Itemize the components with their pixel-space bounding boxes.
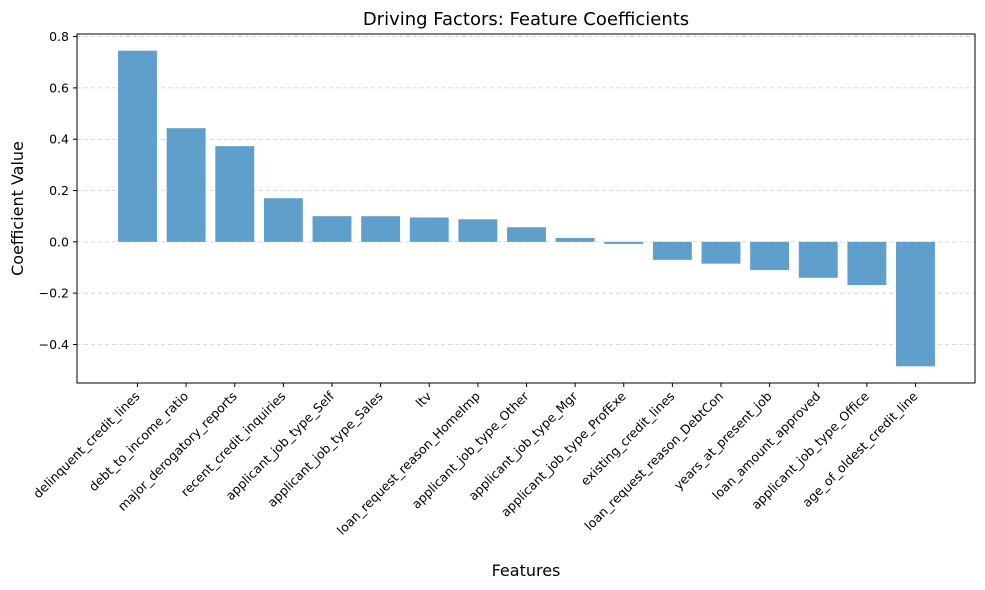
y-tick-label: 0.2 [49, 183, 69, 198]
bar-applicant_job_type_Mgr [555, 238, 595, 242]
bar-recent_credit_inquiries [263, 198, 303, 242]
x-tick-label: years_at_present_job [671, 388, 775, 492]
y-tick-label: −0.2 [39, 286, 69, 301]
bar-existing_credit_lines [652, 241, 692, 260]
y-tick-label: −0.4 [39, 337, 69, 352]
bar-loan_request_reason_HomeImp [458, 219, 498, 242]
bar-applicant_job_type_Self [312, 216, 352, 242]
y-axis-ticks: −0.4 −0.2 0.0 0.2 0.4 0.6 0.8 [39, 29, 77, 352]
y-tick-label: 0.6 [49, 80, 69, 95]
plot-frame [76, 33, 976, 384]
y-tick-label: 0.8 [49, 29, 69, 44]
bar-ltv [409, 217, 449, 242]
bar-years_at_present_job [750, 241, 790, 271]
y-axis-label: Coefficient Value [8, 141, 27, 276]
x-axis-label: Features [492, 561, 561, 580]
bar-applicant_job_type_ProfExe [604, 241, 644, 244]
y-tick-label: 0.0 [49, 234, 69, 249]
bar-delinquent_credit_lines [118, 50, 157, 242]
chart-title: Driving Factors: Feature Coefficients [363, 9, 689, 30]
bar-debt_to_income_ratio [166, 128, 206, 242]
y-tick-label: 0.4 [49, 132, 69, 147]
bar-loan_request_reason_DebtCon [701, 241, 741, 264]
bar-applicant_job_type_Other [507, 227, 546, 242]
x-axis-ticks: delinquent_credit_linesdebt_to_income_ra… [30, 383, 921, 538]
bar-age_of_oldest_credit_line [896, 241, 935, 367]
bars [118, 50, 935, 367]
bar-applicant_job_type_Sales [361, 216, 401, 242]
bar-applicant_job_type_Office [847, 241, 887, 285]
x-tick-label: existing_credit_lines [578, 389, 678, 489]
x-tick-label: ltv [413, 388, 435, 410]
bar-major_derogatory_reports [215, 146, 255, 242]
bar-loan_amount_approved [798, 241, 838, 278]
gridlines [77, 36, 975, 345]
